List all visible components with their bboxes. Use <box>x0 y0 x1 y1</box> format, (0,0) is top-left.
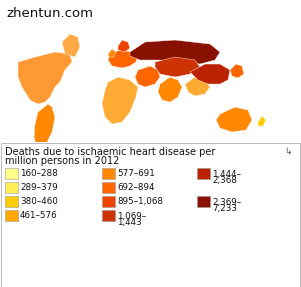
Text: 289–379: 289–379 <box>20 183 58 192</box>
Text: 2,368: 2,368 <box>212 176 237 185</box>
Polygon shape <box>258 116 266 126</box>
Text: 1,444–: 1,444– <box>212 170 241 179</box>
Polygon shape <box>18 52 72 104</box>
Text: 160–288: 160–288 <box>20 169 58 178</box>
Polygon shape <box>130 40 220 64</box>
Polygon shape <box>102 77 138 124</box>
Polygon shape <box>190 64 230 84</box>
Polygon shape <box>158 77 182 102</box>
Polygon shape <box>216 107 252 132</box>
Polygon shape <box>185 77 210 96</box>
Text: 7,233: 7,233 <box>212 204 237 213</box>
Bar <box>102 182 115 193</box>
Bar <box>102 196 115 207</box>
Bar <box>5 168 18 179</box>
Bar <box>197 168 210 179</box>
Polygon shape <box>108 50 138 68</box>
Bar <box>102 168 115 179</box>
Polygon shape <box>62 34 80 57</box>
Bar <box>5 210 18 221</box>
Text: 1,069–: 1,069– <box>117 212 146 221</box>
Bar <box>5 182 18 193</box>
Text: zhentun.com: zhentun.com <box>6 7 93 20</box>
Text: 380–460: 380–460 <box>20 197 58 206</box>
Polygon shape <box>135 66 160 87</box>
Polygon shape <box>34 104 55 157</box>
Text: 895–1,068: 895–1,068 <box>117 197 163 206</box>
Text: 1,443: 1,443 <box>117 218 142 227</box>
Bar <box>102 210 115 221</box>
Text: million persons in 2012: million persons in 2012 <box>5 156 119 166</box>
Polygon shape <box>108 49 116 57</box>
Polygon shape <box>230 64 244 78</box>
Text: ↳: ↳ <box>284 147 292 156</box>
Polygon shape <box>118 40 130 52</box>
Bar <box>197 196 210 207</box>
Text: 577–691: 577–691 <box>117 169 155 178</box>
Text: 2,369–: 2,369– <box>212 198 241 207</box>
Bar <box>5 196 18 207</box>
Text: 692–894: 692–894 <box>117 183 154 192</box>
Text: 461–576: 461–576 <box>20 211 57 220</box>
Polygon shape <box>155 57 200 77</box>
Text: Deaths due to ischaemic heart disease per: Deaths due to ischaemic heart disease pe… <box>5 147 216 157</box>
